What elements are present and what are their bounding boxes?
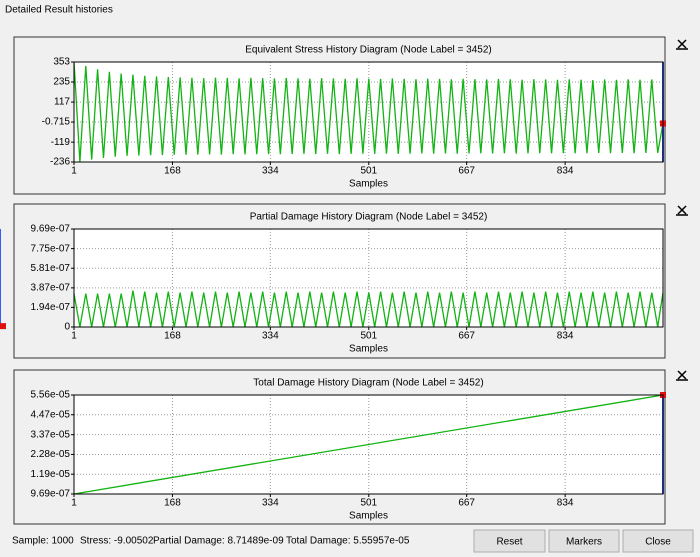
series-line: [73, 61, 664, 163]
plot-border: [73, 394, 664, 495]
chart-title: Total Damage History Diagram (Node Label…: [253, 378, 483, 389]
x-tick-label: 168: [164, 498, 181, 509]
x-tick-label: 334: [262, 331, 279, 342]
button[interactable]: Markers: [548, 529, 620, 553]
x-tick-label: 667: [458, 166, 475, 177]
y-tick-label: 0: [64, 322, 70, 333]
x-tick-label: 1: [71, 166, 77, 177]
y-tick-label: 235: [53, 77, 70, 88]
chart-title: Partial Damage History Diagram (Node Lab…: [250, 212, 488, 223]
y-tick-label: -119: [51, 137, 71, 148]
plot-border: [73, 228, 664, 328]
cursor-marker: [0, 323, 6, 330]
y-tick-label: 5.81e-07: [31, 263, 71, 274]
x-tick-label: 667: [458, 331, 475, 342]
button-label[interactable]: Close: [645, 537, 671, 548]
x-tick-label: 834: [557, 166, 574, 177]
close-icon[interactable]: [676, 205, 688, 216]
x-tick-label: 168: [164, 331, 181, 342]
x-tick-label: 501: [360, 166, 377, 177]
series-line: [73, 394, 664, 495]
button-label[interactable]: Markers: [566, 537, 602, 548]
y-tick-label: 7.75e-07: [31, 243, 71, 254]
x-tick-label: 501: [360, 498, 377, 509]
y-tick-label: 3.87e-07: [31, 283, 71, 294]
close-icon[interactable]: [676, 39, 688, 50]
y-tick-label: 1.94e-07: [31, 302, 71, 313]
x-tick-label: 334: [262, 498, 279, 509]
y-tick-label: 4.47e-05: [31, 409, 71, 420]
plot-border: [73, 61, 664, 163]
y-tick-label: 5.56e-05: [31, 390, 71, 401]
status-text: Stress: -9.00502: [80, 536, 154, 547]
x-tick-label: 501: [360, 331, 377, 342]
x-tick-label: 834: [557, 498, 574, 509]
y-tick-label: 1.19e-05: [31, 469, 71, 480]
y-tick-label: 9.69e-07: [31, 489, 71, 500]
y-tick-label: 3.37e-05: [31, 429, 71, 440]
button-label[interactable]: Reset: [496, 537, 522, 548]
y-tick-label: -0.715: [42, 117, 71, 128]
button[interactable]: Close: [622, 529, 694, 553]
x-tick-label: 667: [458, 498, 475, 509]
x-tick-label: 168: [164, 166, 181, 177]
x-tick-label: 334: [262, 166, 279, 177]
status-text: Partial Damage: 8.71489e-09: [153, 536, 284, 547]
status-text: Sample: 1000: [12, 536, 74, 547]
x-axis-label: Samples: [349, 344, 388, 355]
x-tick-label: 834: [557, 331, 574, 342]
x-axis-label: Samples: [349, 179, 388, 190]
x-tick-label: 1: [71, 498, 77, 509]
x-tick-label: 1: [71, 331, 77, 342]
y-tick-label: -236: [50, 157, 70, 168]
y-tick-label: 9.69e-07: [31, 224, 71, 235]
y-tick-label: 353: [53, 57, 70, 68]
y-tick-label: 2.28e-05: [31, 449, 71, 460]
x-axis-label: Samples: [349, 511, 388, 522]
y-tick-label: 117: [54, 97, 70, 108]
close-icon[interactable]: [676, 370, 688, 381]
series-line: [73, 290, 664, 328]
button[interactable]: Reset: [473, 529, 546, 553]
chart-title: Equivalent Stress History Diagram (Node …: [245, 45, 492, 56]
window-title: Detailed Result histories: [5, 5, 113, 16]
status-text: Total Damage: 5.55957e-05: [286, 536, 410, 547]
